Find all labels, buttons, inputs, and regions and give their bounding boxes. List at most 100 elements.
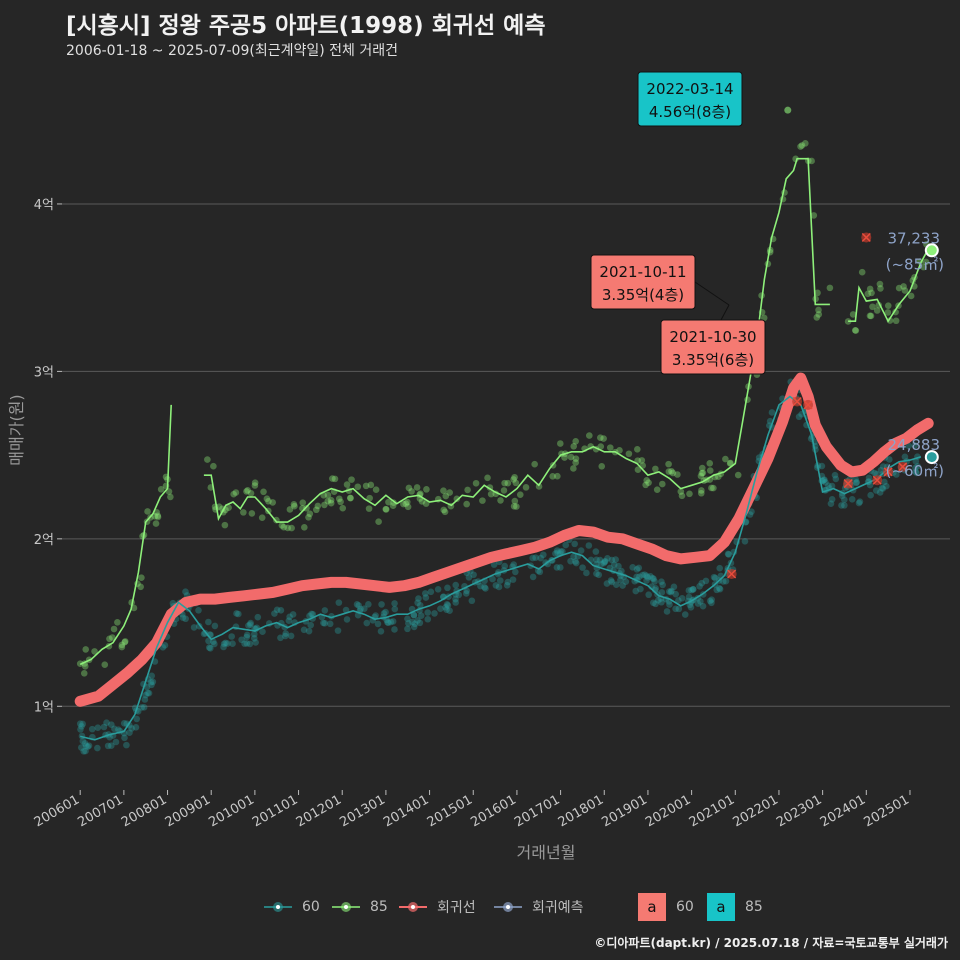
transaction-point xyxy=(654,597,662,604)
transaction-point xyxy=(715,473,722,481)
transaction-point xyxy=(148,672,156,680)
transaction-point xyxy=(378,601,385,608)
transaction-point xyxy=(484,474,491,482)
transaction-point xyxy=(335,599,343,606)
x-tick-label: 202001 xyxy=(643,792,693,830)
transaction-point xyxy=(825,482,832,490)
transaction-point xyxy=(329,475,336,482)
transaction-point xyxy=(797,143,804,150)
annotation-price: 4.56억(8층) xyxy=(649,103,731,121)
transaction-point xyxy=(440,487,447,494)
transaction-point xyxy=(647,572,654,580)
transaction-point xyxy=(126,722,133,729)
transaction-point xyxy=(132,724,140,731)
annotation-date: 2021-10-11 xyxy=(599,263,686,281)
transaction-point xyxy=(444,602,452,609)
transaction-point xyxy=(372,612,379,619)
transaction-point xyxy=(601,558,609,566)
transaction-point xyxy=(81,740,89,747)
transaction-point xyxy=(154,513,162,521)
transaction-point xyxy=(884,309,892,316)
transaction-point xyxy=(598,560,605,568)
transaction-point xyxy=(431,610,438,617)
transaction-point xyxy=(114,619,121,626)
transaction-point xyxy=(452,595,459,603)
transaction-point xyxy=(477,582,484,590)
transaction-point xyxy=(879,485,887,492)
legend-key-60: a 60 xyxy=(638,892,694,922)
transaction-point xyxy=(510,476,517,483)
transaction-point xyxy=(427,588,435,596)
annotation-box xyxy=(590,254,696,310)
transaction-point xyxy=(443,606,450,614)
transaction-point xyxy=(649,574,656,582)
transaction-point xyxy=(112,738,120,746)
transaction-point xyxy=(922,258,930,266)
series-85-line xyxy=(848,248,929,323)
transaction-point xyxy=(871,469,878,477)
regression-cross xyxy=(843,479,853,489)
transaction-point xyxy=(334,627,342,634)
transaction-point xyxy=(145,689,153,697)
transaction-point xyxy=(444,584,451,592)
transaction-point xyxy=(827,500,835,507)
transaction-point xyxy=(667,588,675,596)
transaction-point xyxy=(246,640,254,648)
transaction-point xyxy=(572,438,580,445)
legend-label-regression: 회귀선 xyxy=(437,900,476,916)
transaction-point xyxy=(423,486,430,493)
legend-label-85: 85 xyxy=(370,899,388,915)
transaction-point xyxy=(77,726,84,733)
x-tick-label: 201501 xyxy=(425,792,475,830)
transaction-point xyxy=(610,561,618,569)
transaction-point xyxy=(643,477,651,484)
transaction-point xyxy=(385,498,392,506)
transaction-point xyxy=(348,476,355,483)
transaction-point xyxy=(400,500,407,508)
transaction-point xyxy=(865,474,873,482)
transaction-point xyxy=(195,622,203,630)
transaction-point xyxy=(278,522,286,529)
transaction-point xyxy=(814,289,821,297)
transaction-point xyxy=(866,285,874,293)
transaction-point xyxy=(440,506,448,514)
transaction-point xyxy=(768,409,776,416)
transaction-point xyxy=(211,622,219,630)
transaction-point xyxy=(895,284,903,292)
transaction-point xyxy=(911,464,919,472)
transaction-point xyxy=(241,640,248,647)
latest-value-60: 24,883 xyxy=(888,436,941,454)
transaction-point xyxy=(405,620,412,627)
transaction-point xyxy=(867,491,874,499)
transaction-point xyxy=(643,572,650,580)
transaction-point xyxy=(365,505,373,512)
transaction-point xyxy=(410,611,418,619)
transaction-point xyxy=(734,471,742,479)
legend-item-85: 85 xyxy=(332,892,388,922)
transaction-point xyxy=(91,648,98,655)
transaction-point xyxy=(154,512,162,520)
transaction-point xyxy=(820,476,828,484)
transaction-point xyxy=(314,502,322,510)
transaction-point xyxy=(243,488,250,495)
transaction-point xyxy=(597,443,605,450)
transaction-point xyxy=(619,582,626,589)
transaction-point xyxy=(243,640,251,647)
transaction-point xyxy=(375,518,382,526)
transaction-point xyxy=(140,704,148,711)
transaction-point xyxy=(382,505,390,513)
transaction-point xyxy=(686,490,693,498)
transaction-point xyxy=(881,478,888,486)
transaction-point xyxy=(382,608,389,616)
transaction-point xyxy=(221,521,229,529)
transaction-point xyxy=(229,640,236,648)
transaction-point xyxy=(273,606,281,614)
transaction-point xyxy=(567,453,575,461)
transaction-point xyxy=(313,506,320,514)
transaction-point xyxy=(886,456,893,463)
transaction-point xyxy=(644,574,651,581)
transaction-points xyxy=(76,140,930,755)
x-tick-label: 202101 xyxy=(687,792,737,830)
transaction-point xyxy=(80,748,87,755)
transaction-point xyxy=(637,585,644,593)
